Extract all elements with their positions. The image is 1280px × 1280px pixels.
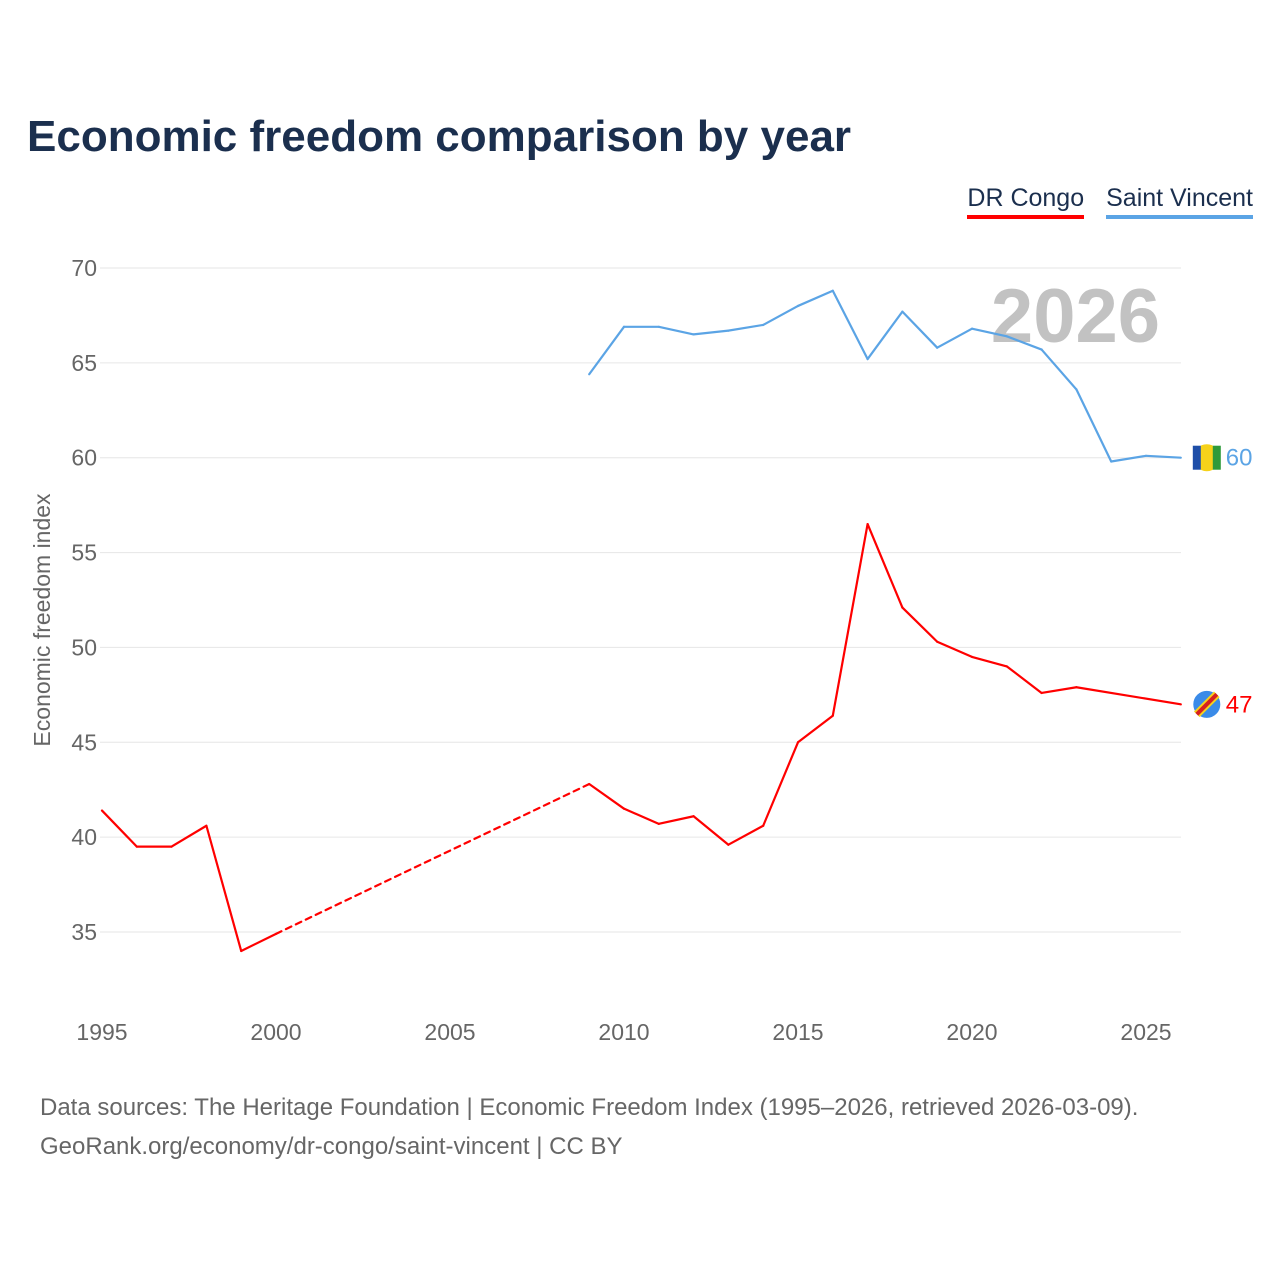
x-tick-label: 2010 — [598, 1019, 649, 1045]
x-tick-label: 2005 — [424, 1019, 475, 1045]
line-segment-dr-congo — [796, 714, 834, 744]
chart-title: Economic freedom comparison by year — [27, 112, 852, 161]
line-segment-saint-vincent — [727, 323, 765, 332]
legend: DR Congo Saint Vincent — [967, 184, 1253, 219]
line-segment-saint-vincent — [866, 310, 904, 361]
y-tick-label: 40 — [71, 824, 97, 850]
y-tick-label: 55 — [71, 540, 97, 566]
line-segment-saint-vincent — [936, 327, 974, 349]
end-value-label: 60 — [1226, 445, 1253, 472]
y-tick-label: 65 — [71, 350, 97, 376]
y-tick-label: 70 — [71, 255, 97, 281]
line-segment-dr-congo — [205, 824, 243, 953]
line-segment-dr-congo — [831, 523, 869, 717]
line-segment-dr-congo — [970, 655, 1008, 668]
line-segment-dr-congo — [866, 523, 904, 609]
line-segment-saint-vincent — [901, 310, 939, 349]
line-segment-dr-congo — [657, 815, 695, 825]
x-tick-label: 2015 — [772, 1019, 823, 1045]
line-segment-saint-vincent — [1040, 348, 1078, 391]
y-tick-label: 35 — [71, 919, 97, 945]
line-segment-saint-vincent — [588, 325, 626, 376]
y-axis-label: Economic freedom index — [29, 493, 55, 747]
line-segment-saint-vincent — [1075, 388, 1113, 463]
source-text: Data sources: The Heritage Foundation | … — [40, 1094, 1139, 1121]
line-segment-dr-congo — [692, 815, 730, 846]
line-segment-dr-congo — [240, 932, 278, 953]
line-segment-saint-vincent — [762, 304, 800, 327]
end-value-label: 47 — [1226, 691, 1253, 718]
x-tick-label: 1995 — [76, 1019, 127, 1045]
y-tick-label: 60 — [71, 445, 97, 471]
legend-saint-vincent[interactable]: Saint Vincent — [1106, 184, 1253, 219]
line-segment-dr-congo — [170, 824, 208, 848]
line-segment-dr-congo — [901, 606, 939, 643]
line-segment-dr-congo — [622, 807, 660, 825]
line-segment-saint-vincent — [796, 289, 834, 308]
line-segment-dr-congo — [274, 782, 591, 935]
flag-stripe — [1195, 692, 1219, 716]
line-segment-dr-congo — [1075, 686, 1182, 706]
line-segment-dr-congo — [762, 741, 800, 827]
x-tick-label: 2020 — [946, 1019, 997, 1045]
year-watermark: 2026 — [991, 274, 1160, 359]
flag-stripe — [1212, 445, 1221, 470]
x-tick-label: 2025 — [1120, 1019, 1171, 1045]
line-segment-saint-vincent — [1144, 454, 1182, 459]
line-segment-dr-congo — [936, 640, 974, 659]
source-link[interactable]: GeoRank.org/economy/dr-congo/saint-vince… — [40, 1133, 623, 1160]
line-segment-saint-vincent — [831, 289, 869, 361]
line-segment-saint-vincent — [1110, 454, 1148, 463]
line-segment-saint-vincent — [970, 327, 1008, 338]
line-segment-dr-congo — [727, 824, 765, 846]
line-segment-saint-vincent — [692, 329, 730, 336]
line-segment-dr-congo — [1005, 665, 1043, 695]
legend-dr-congo[interactable]: DR Congo — [967, 184, 1085, 219]
line-segment-saint-vincent — [657, 325, 695, 336]
line-segment-dr-congo — [588, 782, 626, 810]
line-segment-dr-congo — [100, 809, 138, 848]
y-tick-label: 50 — [71, 634, 97, 660]
line-segment-dr-congo — [1040, 686, 1078, 695]
line-segment-saint-vincent — [1005, 335, 1043, 351]
flag-stripe — [1192, 445, 1201, 470]
x-tick-label: 2000 — [250, 1019, 301, 1045]
y-tick-label: 45 — [71, 729, 97, 755]
footer: Data sources: The Heritage Foundation | … — [40, 1088, 1138, 1166]
